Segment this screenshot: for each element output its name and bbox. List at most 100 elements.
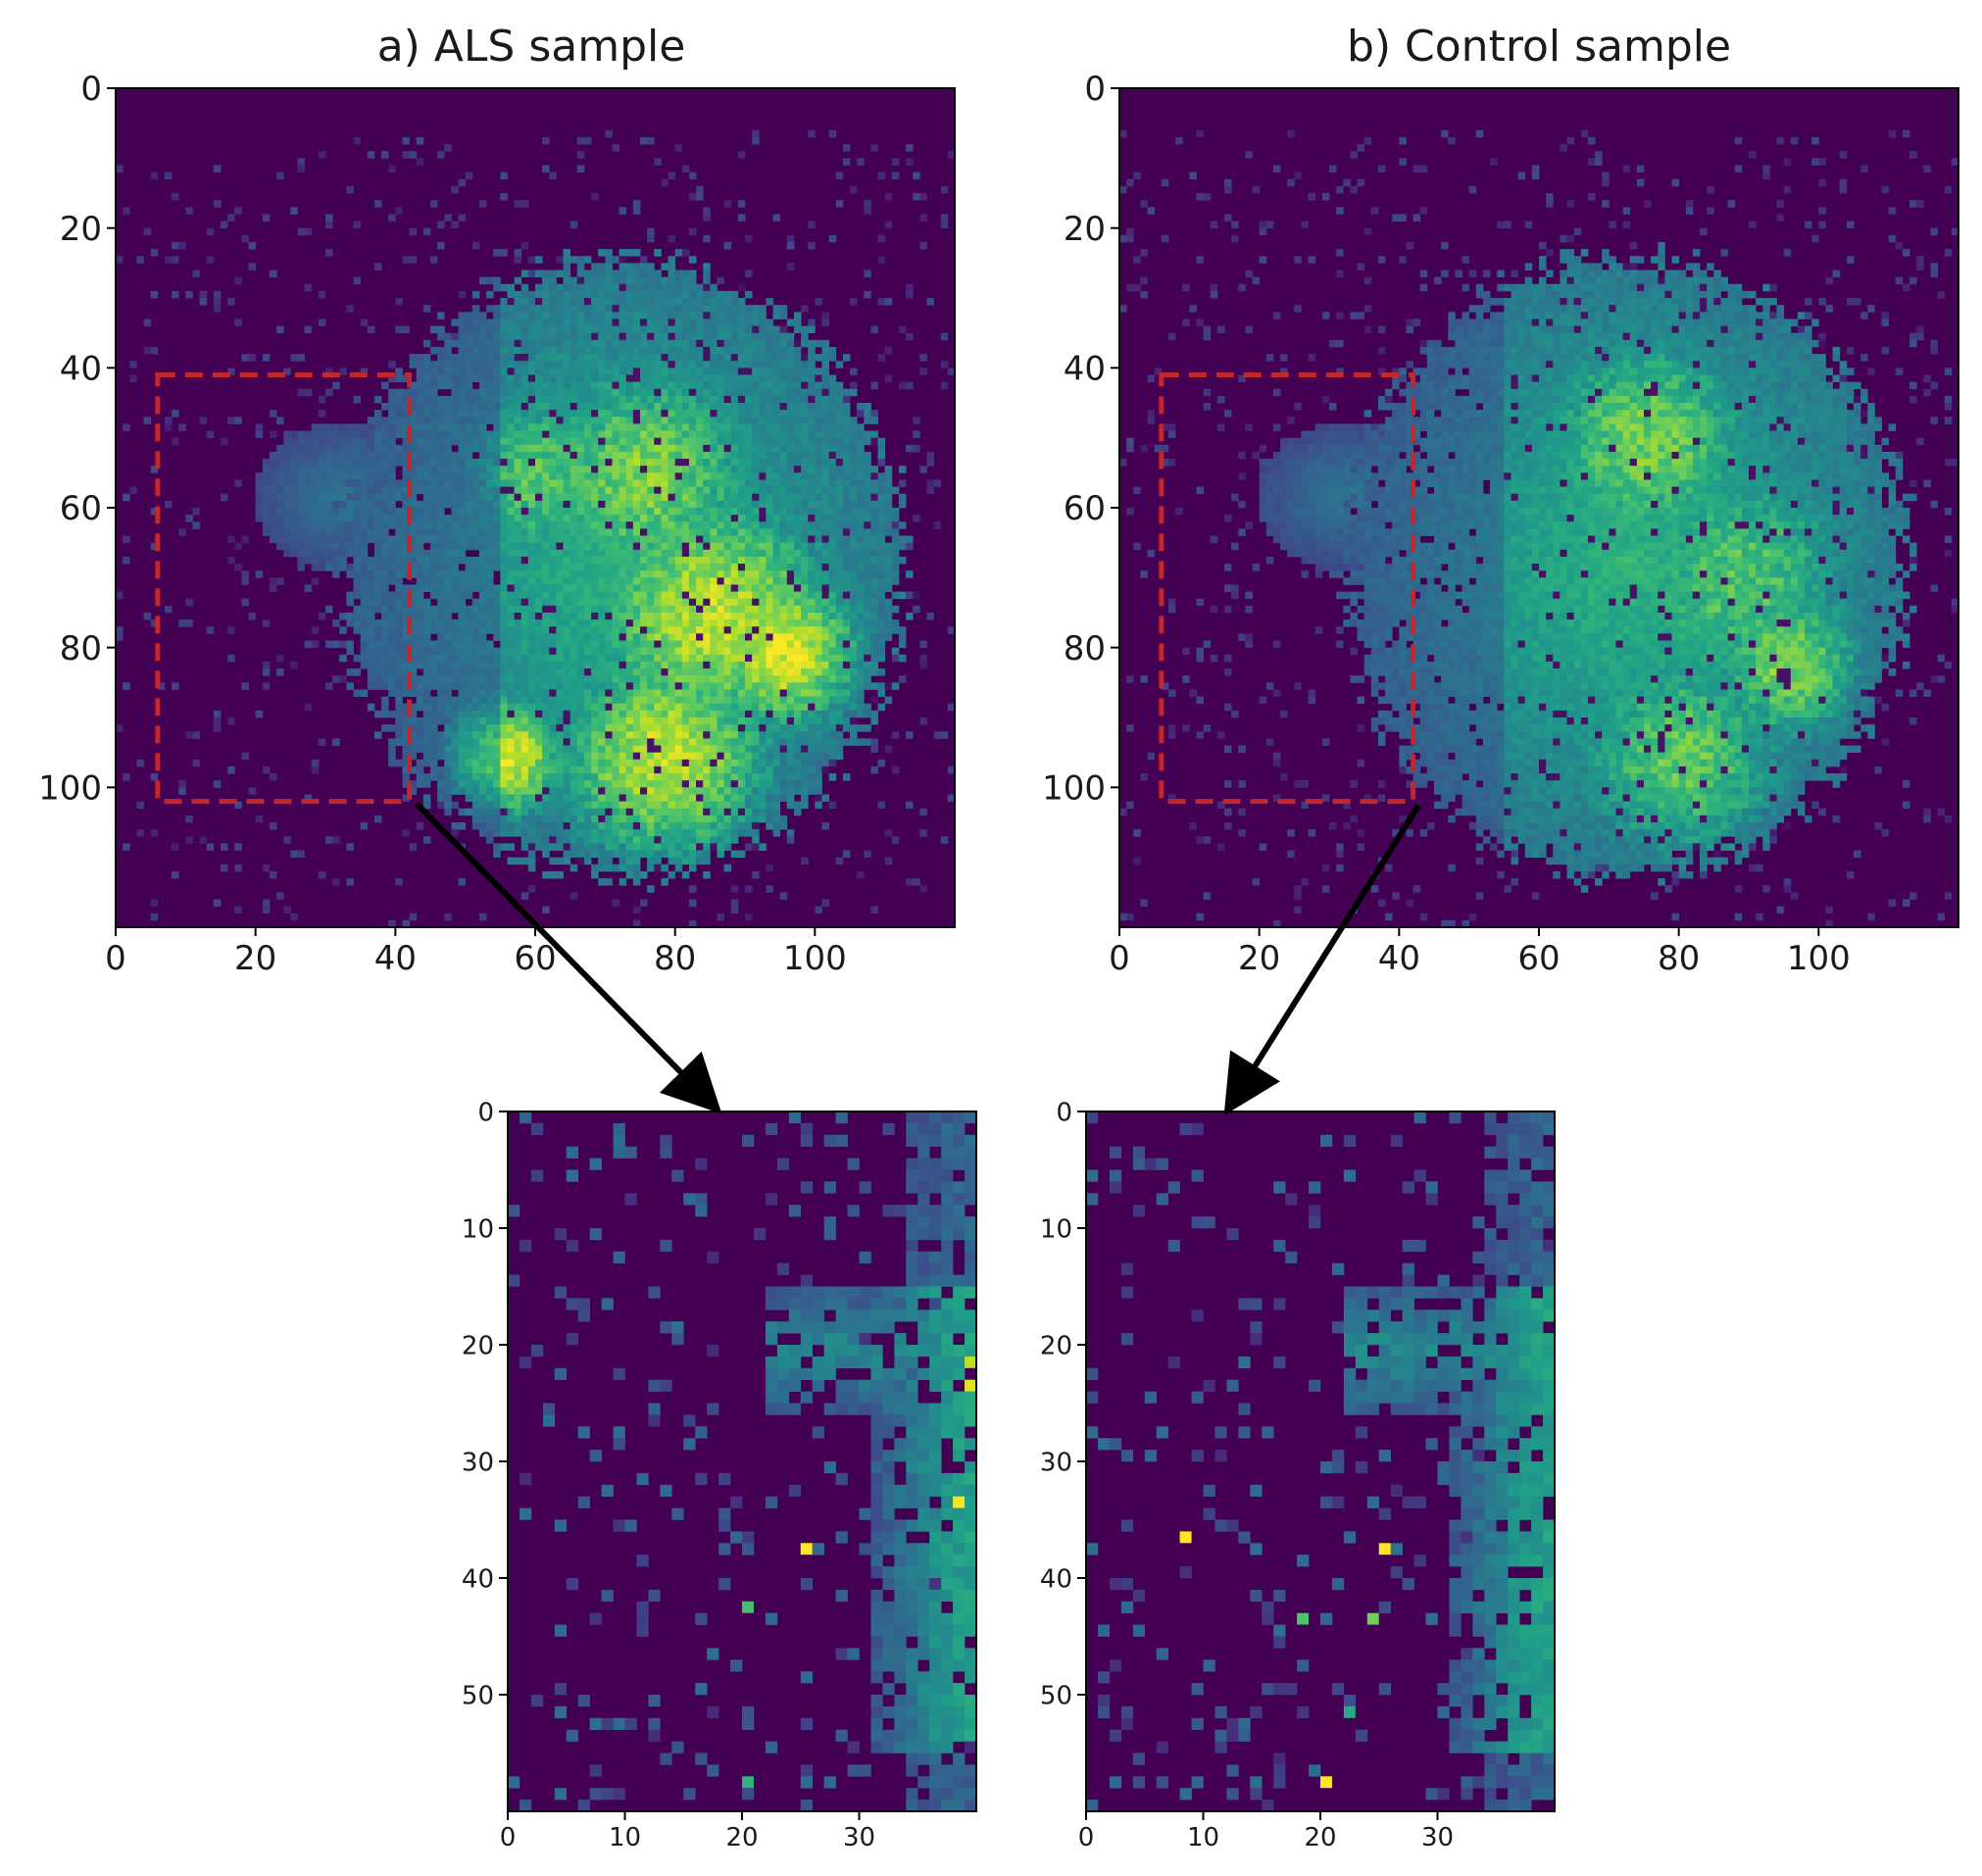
heatmap-cell xyxy=(318,549,326,558)
heatmap-cell xyxy=(458,591,467,600)
heatmap-cell xyxy=(884,193,893,201)
heatmap-cell xyxy=(542,417,550,424)
heatmap-cell xyxy=(346,564,354,571)
heatmap-cell xyxy=(500,689,508,697)
heatmap-cell xyxy=(500,472,508,480)
heatmap-cell xyxy=(786,682,795,690)
heatmap-cell xyxy=(842,403,851,411)
heatmap-cell xyxy=(717,361,724,369)
heatmap-cell xyxy=(563,661,571,669)
heatmap-cell xyxy=(766,613,773,620)
heatmap-cell xyxy=(723,479,732,487)
heatmap-cell xyxy=(647,325,655,334)
heatmap-cell xyxy=(451,515,459,522)
heatmap-cell xyxy=(688,556,697,565)
heatmap-cell xyxy=(527,444,536,453)
heatmap-cell xyxy=(332,444,340,453)
heatmap-cell xyxy=(325,437,333,446)
heatmap-cell xyxy=(857,437,865,446)
heatmap-cell xyxy=(696,290,704,299)
heatmap-cell xyxy=(681,675,690,683)
heatmap-cell xyxy=(779,444,788,453)
heatmap-cell xyxy=(297,227,305,236)
heatmap-cell xyxy=(703,270,711,277)
heatmap-cell xyxy=(583,312,592,320)
heatmap-cell xyxy=(696,388,704,397)
heatmap-cell xyxy=(730,577,739,585)
heatmap-cell xyxy=(325,535,333,544)
heatmap-cell xyxy=(842,444,851,453)
heatmap-cell xyxy=(576,388,585,397)
heatmap-cell xyxy=(591,290,599,299)
heatmap-cell xyxy=(563,535,571,544)
heatmap-cell xyxy=(388,451,396,460)
heatmap-cell xyxy=(850,423,858,431)
heatmap-cell xyxy=(815,430,822,439)
heatmap-cell xyxy=(723,633,732,641)
heatmap-cell xyxy=(674,466,683,473)
heatmap-cell xyxy=(422,556,431,565)
heatmap-cell xyxy=(283,466,291,473)
heatmap-cell xyxy=(451,619,459,627)
heatmap-cell xyxy=(591,556,599,565)
heatmap-cell xyxy=(465,508,473,516)
heatmap-cell xyxy=(723,423,732,431)
heatmap-cell xyxy=(353,500,362,509)
heatmap-cell xyxy=(919,661,927,669)
heatmap-cell xyxy=(500,410,508,418)
heatmap-cell xyxy=(535,319,543,326)
heatmap-cell xyxy=(297,542,305,551)
heatmap-cell xyxy=(437,354,445,362)
heatmap-cell xyxy=(926,613,934,620)
heatmap-cell xyxy=(583,298,592,306)
heatmap-cell xyxy=(465,696,473,705)
heatmap-cell xyxy=(696,486,704,495)
heatmap-cell xyxy=(556,332,564,341)
heatmap-cell xyxy=(793,689,802,697)
heatmap-cell xyxy=(591,339,599,348)
heatmap-cell xyxy=(444,675,452,683)
heatmap-cell xyxy=(619,556,627,565)
heatmap-cell xyxy=(339,459,347,467)
heatmap-cell xyxy=(583,626,592,634)
heatmap-cell xyxy=(752,696,760,705)
heatmap-cell xyxy=(786,710,795,718)
heatmap-cell xyxy=(430,459,438,467)
heatmap-cell xyxy=(857,423,865,431)
heatmap-cell xyxy=(500,305,508,313)
heatmap-cell xyxy=(478,675,487,683)
heatmap-cell xyxy=(864,598,871,607)
heatmap-cell xyxy=(255,515,264,522)
heatmap-cell xyxy=(793,410,802,418)
heatmap-cell xyxy=(535,661,543,669)
heatmap-cell xyxy=(520,710,529,718)
heatmap-cell xyxy=(752,346,760,355)
heatmap-cell xyxy=(576,696,585,705)
heatmap-cell xyxy=(625,472,634,480)
heatmap-cell xyxy=(745,312,753,320)
heatmap-cell xyxy=(598,515,606,522)
heatmap-cell xyxy=(478,451,487,460)
heatmap-cell xyxy=(402,661,410,669)
heatmap-cell xyxy=(444,144,452,152)
heatmap-cell xyxy=(416,598,424,607)
heatmap-cell xyxy=(500,577,508,585)
heatmap-cell xyxy=(786,619,795,627)
heatmap-cell xyxy=(583,459,592,467)
heatmap-cell xyxy=(395,654,403,663)
heatmap-cell xyxy=(717,647,724,656)
heatmap-cell xyxy=(556,626,564,634)
heatmap-cell xyxy=(632,361,641,369)
heatmap-cell xyxy=(471,368,480,375)
heatmap-cell xyxy=(864,486,871,495)
heatmap-cell xyxy=(640,689,648,697)
heatmap-cell xyxy=(471,661,480,669)
heatmap-cell xyxy=(759,703,767,712)
heatmap-cell xyxy=(583,605,592,614)
heatmap-cell xyxy=(591,605,599,614)
heatmap-cell xyxy=(745,654,753,663)
heatmap-cell xyxy=(737,151,746,159)
heatmap-cell xyxy=(493,249,501,257)
heatmap-cell xyxy=(737,515,746,522)
heatmap-cell xyxy=(409,654,418,663)
